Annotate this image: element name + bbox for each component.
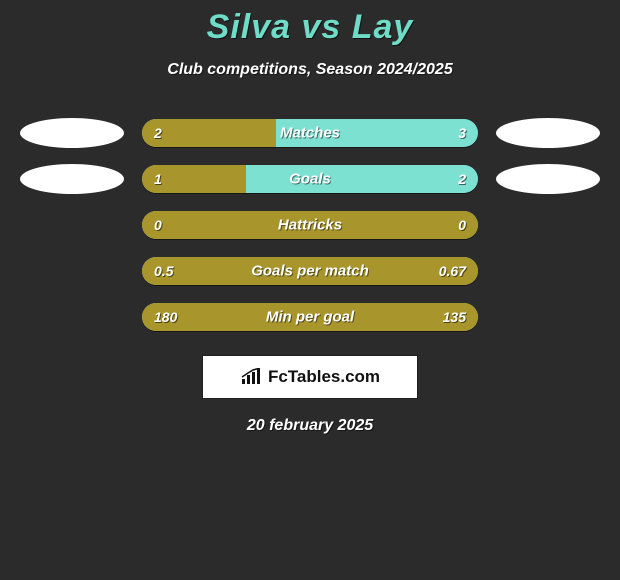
right-team-oval <box>496 164 600 194</box>
right-value: 2 <box>458 171 466 187</box>
bar-min-per-goal: 180 Min per goal 135 <box>142 303 478 331</box>
right-value: 3 <box>458 125 466 141</box>
bar-left-fill <box>142 119 276 147</box>
right-value: 135 <box>443 309 466 325</box>
left-team-oval <box>20 164 124 194</box>
bar-goals-per-match: 0.5 Goals per match 0.67 <box>142 257 478 285</box>
left-value: 1 <box>154 171 162 187</box>
bar-label: Goals <box>289 171 331 188</box>
left-value: 180 <box>154 309 177 325</box>
bar-label: Min per goal <box>266 309 354 326</box>
page-title: Silva vs Lay <box>0 0 620 47</box>
bar-matches: 2 Matches 3 <box>142 119 478 147</box>
bar-hattricks: 0 Hattricks 0 <box>142 211 478 239</box>
bar-label: Matches <box>280 125 340 142</box>
page-subtitle: Club competitions, Season 2024/2025 <box>0 61 620 79</box>
left-value: 2 <box>154 125 162 141</box>
bar-goals: 1 Goals 2 <box>142 165 478 193</box>
bar-label: Goals per match <box>251 263 369 280</box>
row-goals-per-match: 0.5 Goals per match 0.67 <box>0 257 620 285</box>
brand-text: FcTables.com <box>268 367 380 387</box>
date-text: 20 february 2025 <box>0 417 620 435</box>
left-value: 0 <box>154 217 162 233</box>
right-value: 0 <box>458 217 466 233</box>
row-matches: 2 Matches 3 <box>0 119 620 147</box>
right-team-oval <box>496 118 600 148</box>
right-value: 0.67 <box>439 263 466 279</box>
chart-icon <box>240 368 262 386</box>
left-value: 0.5 <box>154 263 173 279</box>
row-min-per-goal: 180 Min per goal 135 <box>0 303 620 331</box>
brand-badge[interactable]: FcTables.com <box>202 355 418 399</box>
row-hattricks: 0 Hattricks 0 <box>0 211 620 239</box>
comparison-rows: 2 Matches 3 1 Goals 2 0 Hattricks 0 <box>0 119 620 331</box>
bar-label: Hattricks <box>278 217 342 234</box>
row-goals: 1 Goals 2 <box>0 165 620 193</box>
left-team-oval <box>20 118 124 148</box>
